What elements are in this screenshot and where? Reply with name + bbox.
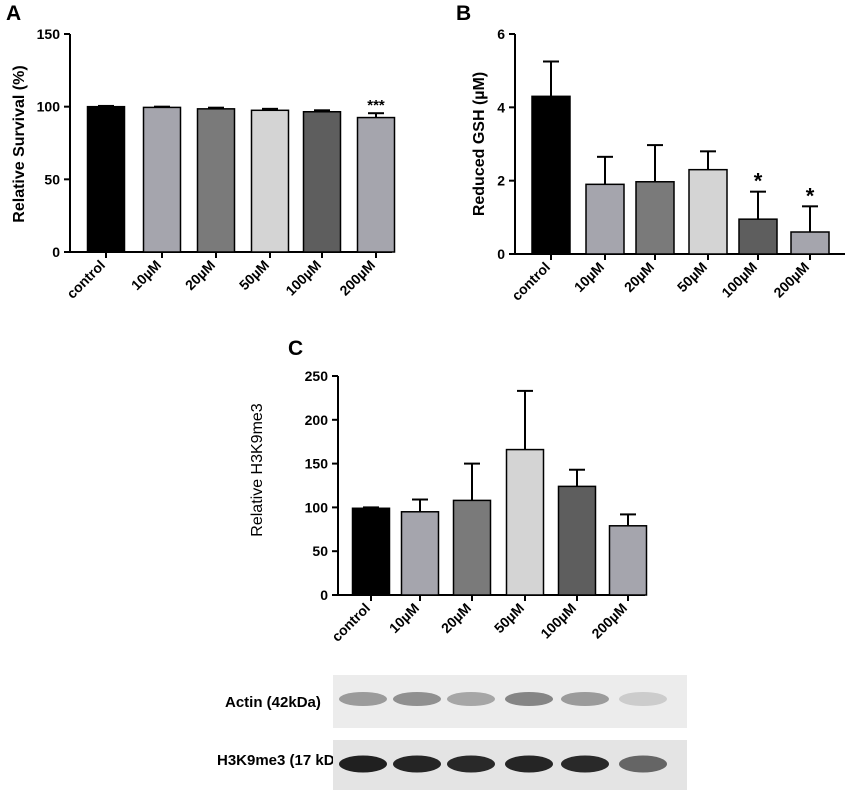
x-tick-label: control	[63, 257, 108, 302]
bar	[302, 111, 342, 253]
x-tick-label: 10µM	[386, 600, 422, 636]
y-tick-label: 4	[497, 99, 505, 115]
bar	[790, 231, 830, 255]
y-tick-label: 2	[497, 173, 505, 189]
blot-band	[505, 692, 553, 706]
blot-band	[393, 755, 441, 773]
bar	[635, 181, 675, 255]
x-tick-label: 100µM	[718, 259, 760, 301]
bar	[400, 511, 440, 596]
panel-b: B 0 2 4 6 Reduced GSH (µM) control 10µM 20µM 50µM…	[456, 2, 845, 304]
x-tick-label: 50µM	[236, 257, 272, 293]
x-tick-label: 10µM	[571, 259, 607, 295]
y-tick-label: 100	[305, 499, 329, 515]
y-tick-label: 50	[312, 543, 328, 559]
blot-band	[393, 692, 441, 706]
blot-band	[619, 692, 667, 706]
x-tick-label: 200µM	[770, 259, 812, 301]
bar	[351, 507, 391, 596]
x-tick-label: control	[508, 259, 553, 304]
x-tick-label: control	[328, 600, 373, 645]
blot-band	[561, 755, 609, 773]
x-tick-label: 20µM	[438, 600, 474, 636]
panel-letter: A	[6, 2, 21, 25]
x-tick-label: 200µM	[336, 257, 378, 299]
bar	[452, 499, 492, 596]
y-tick-label: 150	[37, 26, 61, 42]
y-axis-label: Reduced GSH (µM)	[471, 72, 488, 216]
bar	[505, 448, 545, 596]
bar	[196, 108, 236, 253]
blot-band	[561, 692, 609, 706]
western-blots: Actin (42kDa) H3K9me3 (17 kDa)	[217, 675, 687, 790]
panel-letter: B	[456, 2, 471, 25]
x-tick-label: 20µM	[621, 259, 657, 295]
panel-letter: C	[288, 337, 303, 360]
significance-marker: ***	[367, 97, 385, 114]
blot-band	[447, 755, 495, 773]
panel-a: A 0 50 100 150 Relative Survival (%) control 10…	[6, 2, 396, 302]
blot-label: H3K9me3 (17 kDa)	[217, 752, 348, 769]
x-tick-label: 10µM	[128, 257, 164, 293]
significance-marker: *	[754, 169, 763, 194]
significance-marker: *	[806, 183, 815, 208]
y-axis-label: Relative H3K9me3	[249, 403, 266, 537]
blot-label: Actin (42kDa)	[225, 694, 321, 711]
bar	[557, 485, 597, 596]
panel-c: C 0 50 100 150 200 250 Relative H3K9me3 control 1…	[249, 337, 648, 645]
bar	[142, 106, 182, 253]
x-tick-label: 50µM	[491, 600, 527, 636]
bar	[608, 525, 648, 596]
x-tick-label: 20µM	[182, 257, 218, 293]
blot-band	[619, 755, 667, 773]
blot-band	[339, 692, 387, 706]
y-tick-label: 6	[497, 26, 505, 42]
bar	[250, 109, 290, 253]
y-tick-label: 0	[52, 244, 60, 260]
y-tick-label: 200	[305, 412, 329, 428]
x-tick-label: 100µM	[282, 257, 324, 299]
x-tick-label: 100µM	[537, 600, 579, 642]
y-tick-label: 0	[497, 246, 505, 262]
bar	[585, 183, 625, 255]
bar	[86, 105, 126, 253]
blot-band	[339, 755, 387, 773]
y-tick-label: 100	[37, 99, 61, 115]
bar	[688, 168, 728, 255]
bar	[738, 218, 778, 255]
blot-band	[505, 755, 553, 773]
y-tick-label: 150	[305, 456, 329, 472]
blot-band	[447, 692, 495, 706]
x-tick-label: 200µM	[588, 600, 630, 642]
bar	[356, 116, 396, 253]
y-axis-label: Relative Survival (%)	[11, 65, 28, 222]
y-tick-label: 50	[44, 171, 60, 187]
y-tick-label: 250	[305, 368, 329, 384]
x-tick-label: 50µM	[674, 259, 710, 295]
y-tick-label: 0	[320, 587, 328, 603]
bar	[531, 95, 571, 255]
